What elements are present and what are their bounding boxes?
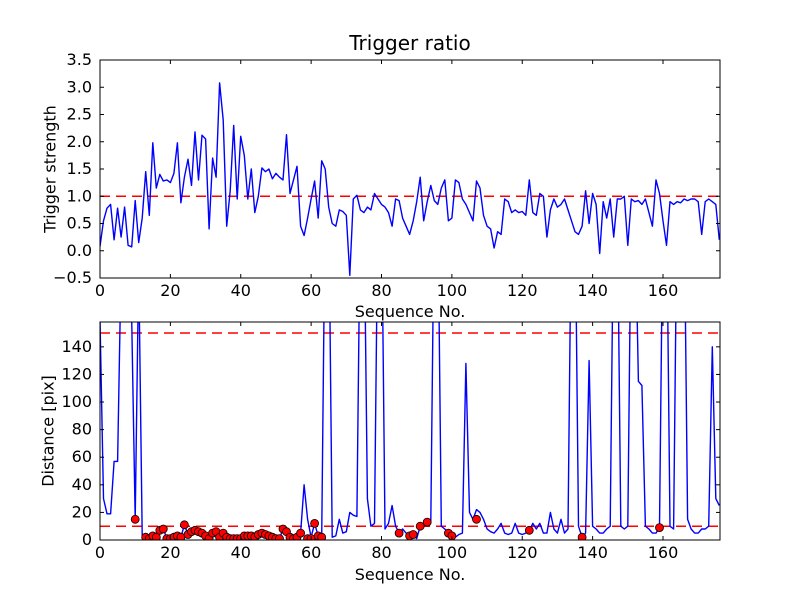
x-tick-label: 80	[371, 281, 391, 300]
bottom-plot-xlabel: Sequence No.	[354, 565, 466, 584]
distance-line	[100, 322, 720, 540]
x-tick-label: 80	[371, 543, 391, 562]
y-tick-label: 0	[82, 530, 92, 549]
chart-title: Trigger ratio	[349, 31, 471, 55]
x-tick-label: 60	[301, 543, 321, 562]
y-tick-label: 20	[72, 502, 92, 521]
y-tick-label: 1.5	[67, 159, 92, 178]
triggered-point-marker	[655, 523, 664, 532]
triggered-point-marker	[151, 532, 161, 540]
x-tick-label: 100	[437, 281, 468, 300]
y-tick-label: 0.5	[67, 214, 92, 233]
triggered-point-marker	[310, 519, 320, 528]
triggered-point-marker	[472, 514, 481, 524]
x-tick-label: 160	[648, 281, 679, 300]
y-tick-label: 1.0	[67, 186, 92, 205]
triggered-point-marker	[415, 521, 425, 531]
top-plot-xlabel: Sequence No.	[354, 302, 466, 321]
y-tick-label: 40	[72, 475, 92, 494]
y-tick-label: 80	[72, 420, 92, 439]
y-tick-label: 2.0	[67, 132, 92, 151]
y-tick-label: 120	[61, 364, 92, 383]
y-tick-label: −0.5	[53, 268, 92, 287]
triggered-point-marker	[408, 530, 418, 539]
y-tick-label: 0.0	[67, 241, 92, 260]
y-tick-label: 140	[61, 337, 92, 356]
x-tick-label: 60	[301, 281, 321, 300]
x-tick-label: 0	[95, 281, 105, 300]
triggered-point-marker	[577, 532, 587, 540]
y-tick-label: 3.0	[67, 77, 92, 96]
x-tick-label: 160	[648, 543, 679, 562]
axes-spines	[99, 321, 721, 541]
x-tick-label: 20	[160, 281, 180, 300]
x-tick-label: 140	[577, 281, 608, 300]
triggered-point-marker	[130, 514, 140, 524]
triggered-point-marker	[179, 520, 189, 530]
x-tick-label: 100	[437, 543, 468, 562]
x-tick-label: 120	[507, 281, 538, 300]
y-tick-label: 2.5	[67, 105, 92, 124]
x-tick-label: 140	[577, 543, 608, 562]
y-tick-label: 60	[72, 447, 92, 466]
triggered-point-marker	[422, 517, 432, 527]
triggered-point-marker	[275, 534, 284, 540]
bottom-plot: 0 20 40 60 80 100 120 140 160 0 20 40 60 80 100 120 140	[61, 321, 721, 562]
triggered-point-marker	[524, 525, 534, 535]
y-tick-label: 3.5	[67, 50, 92, 69]
trigger-strength-line	[100, 82, 720, 276]
x-tick-label: 20	[160, 543, 180, 562]
triggered-point-marker	[296, 528, 306, 538]
bottom-plot-ylabel: Distance [pix]	[38, 375, 58, 487]
y-tick-label: 100	[61, 392, 92, 411]
x-tick-label: 40	[231, 281, 251, 300]
x-tick-label: 40	[231, 543, 251, 562]
x-tick-label: 120	[507, 543, 538, 562]
triggered-point-marker	[317, 532, 327, 540]
top-plot-ylabel: Trigger strength	[40, 105, 60, 233]
triggered-point-marker	[394, 528, 404, 538]
triggered-point-marker	[158, 524, 168, 534]
top-plot: 0 20 40 60 80 100 120 140 160 −0.5 0.0 0.5 1.0 1.5 2.0…	[53, 50, 721, 300]
x-tick-label: 0	[95, 543, 105, 562]
